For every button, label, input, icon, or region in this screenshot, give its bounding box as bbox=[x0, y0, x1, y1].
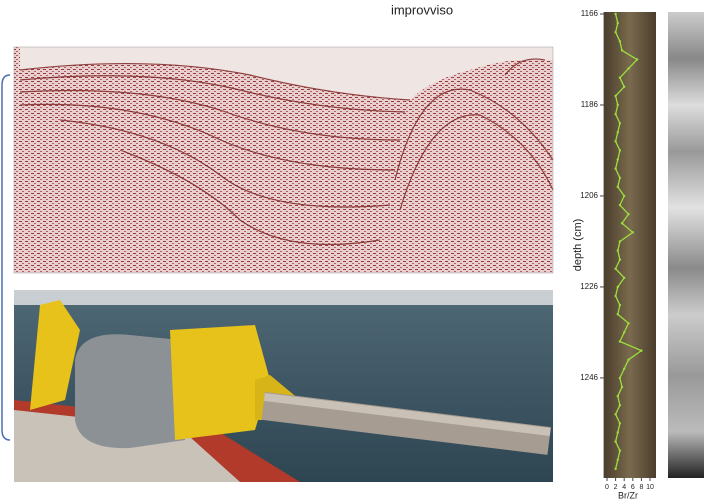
br-zr-point bbox=[623, 277, 625, 279]
br-zr-point bbox=[619, 422, 621, 424]
x-tick-label: 10 bbox=[646, 484, 654, 491]
br-zr-point bbox=[627, 213, 629, 215]
br-zr-point bbox=[619, 177, 621, 179]
x-tick-label: 8 bbox=[639, 484, 643, 491]
br-zr-point bbox=[614, 440, 616, 442]
br-zr-point bbox=[621, 386, 623, 388]
br-zr-point bbox=[617, 249, 619, 251]
y-axis-label: depth (cm) bbox=[572, 219, 584, 272]
br-zr-point bbox=[614, 468, 616, 470]
y-tick-label: 1186 bbox=[581, 100, 599, 109]
br-zr-point bbox=[614, 31, 616, 33]
br-zr-point bbox=[614, 113, 616, 115]
caption: improvviso bbox=[391, 2, 453, 17]
br-zr-point bbox=[619, 76, 621, 78]
br-zr-point bbox=[636, 58, 638, 60]
br-zr-point bbox=[621, 49, 623, 51]
page: improvviso depth (cm) Br/Zr 1166 1186 1206… bbox=[0, 0, 704, 500]
core-image bbox=[604, 12, 656, 478]
br-zr-point bbox=[619, 340, 621, 342]
br-zr-point bbox=[623, 331, 625, 333]
br-zr-point bbox=[623, 368, 625, 370]
br-zr-point bbox=[614, 167, 616, 169]
br-zr-point bbox=[627, 67, 629, 69]
br-zr-point bbox=[619, 149, 621, 151]
br-zr-point bbox=[614, 140, 616, 142]
br-zr-point bbox=[640, 349, 642, 351]
br-zr-point bbox=[617, 459, 619, 461]
br-zr-point bbox=[614, 295, 616, 297]
br-zr-point bbox=[617, 158, 619, 160]
br-zr-point bbox=[617, 286, 619, 288]
br-zr-point bbox=[617, 104, 619, 106]
y-tick-label: 1206 bbox=[580, 191, 598, 200]
br-zr-point bbox=[614, 13, 616, 15]
bracket bbox=[2, 75, 10, 440]
br-zr-point bbox=[614, 95, 616, 97]
photo bbox=[14, 290, 553, 482]
br-zr-point bbox=[617, 313, 619, 315]
br-zr-point bbox=[619, 450, 621, 452]
br-zr-point bbox=[623, 195, 625, 197]
br-zr-point bbox=[619, 40, 621, 42]
x-tick-label: 0 bbox=[605, 484, 609, 491]
x-tick-label: 6 bbox=[631, 484, 635, 491]
br-zr-point bbox=[619, 304, 621, 306]
br-zr-point bbox=[621, 222, 623, 224]
br-zr-point bbox=[617, 22, 619, 24]
br-zr-point bbox=[614, 268, 616, 270]
x-axis-label: Br/Zr bbox=[618, 490, 638, 500]
br-zr-point bbox=[619, 204, 621, 206]
br-zr-point bbox=[617, 395, 619, 397]
br-zr-point bbox=[619, 258, 621, 260]
br-zr-point bbox=[617, 431, 619, 433]
br-zr-point bbox=[619, 377, 621, 379]
seismic-image bbox=[14, 47, 553, 273]
br-zr-point bbox=[617, 186, 619, 188]
xray-image bbox=[668, 12, 704, 478]
br-zr-point bbox=[619, 404, 621, 406]
y-tick-label: 1226 bbox=[580, 282, 598, 291]
y-tick-label: 1246 bbox=[580, 373, 598, 382]
br-zr-point bbox=[614, 413, 616, 415]
br-zr-point bbox=[627, 322, 629, 324]
x-tick-label: 2 bbox=[614, 484, 618, 491]
br-zr-point bbox=[632, 231, 634, 233]
x-tick-label: 4 bbox=[622, 484, 626, 491]
br-zr-point bbox=[617, 131, 619, 133]
br-zr-point bbox=[623, 86, 625, 88]
br-zr-point bbox=[627, 359, 629, 361]
br-zr-point bbox=[619, 122, 621, 124]
y-tick-label: 1166 bbox=[581, 9, 599, 18]
br-zr-point bbox=[619, 240, 621, 242]
